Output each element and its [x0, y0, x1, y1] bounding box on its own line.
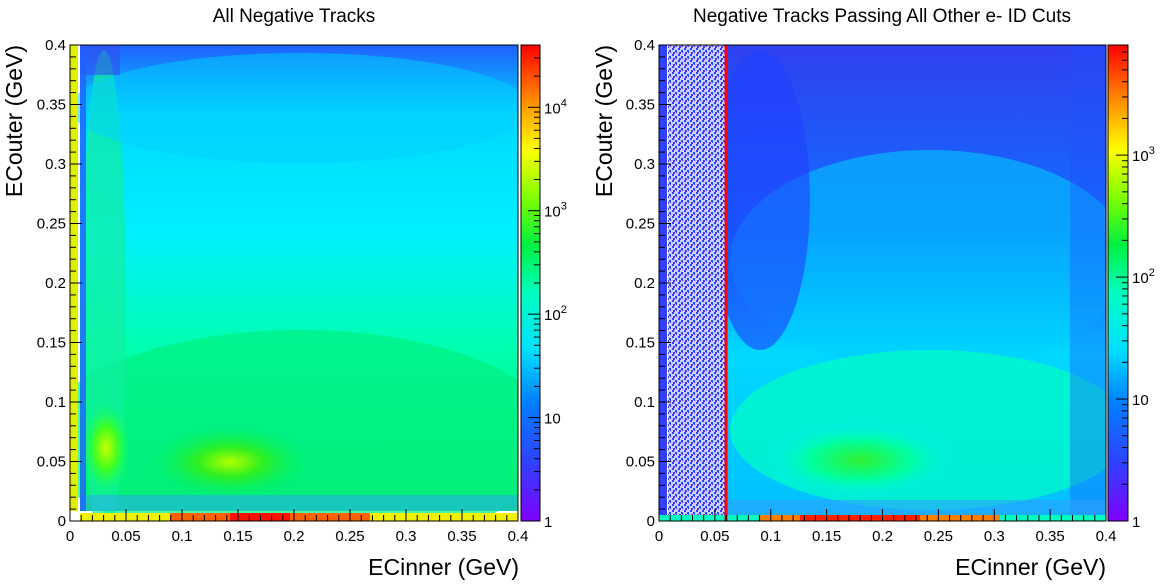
z-tick-label: 103 [1132, 145, 1155, 165]
y-tick-label: 0.1 [634, 394, 655, 411]
z-tick-label: 1 [544, 514, 552, 531]
x-tick-label: 0.3 [984, 528, 1005, 545]
chart-title-1: All Negative Tracks [213, 6, 376, 27]
chart-panel-1: All Negative Tracks 1 10 102 103 104 0 0.05 0.… [1, 6, 567, 580]
y-tick-label: 0 [58, 513, 66, 530]
y-tick-label: 0.3 [634, 156, 655, 173]
y-tick-label: 0.25 [37, 216, 66, 233]
z-tick-label: 102 [1132, 267, 1155, 287]
heatmap-area-2 [659, 45, 1106, 521]
yticks-1: 0 0.05 0.1 0.15 0.2 0.25 0.3 0.35 0.4 [37, 37, 82, 530]
y-tick-label: 0.2 [45, 275, 66, 292]
x-tick-label: 0 [655, 528, 663, 545]
heatmap-area-1 [70, 45, 518, 521]
z-tick-label: 103 [544, 201, 567, 221]
x-tick-label: 0.25 [924, 528, 953, 545]
x-tick-label: 0.1 [760, 528, 781, 545]
x-tick-label: 0.05 [111, 528, 140, 545]
y-tick-label: 0.35 [626, 97, 655, 114]
y-tick-label: 0.4 [45, 37, 66, 54]
xticks-1: 0 0.05 0.1 0.15 0.2 0.25 0.3 0.35 0.4 [66, 509, 529, 545]
x-tick-label: 0.1 [172, 528, 193, 545]
y-tick-label: 0.1 [45, 394, 66, 411]
y-axis-label-2: ECouter (GeV) [591, 45, 617, 197]
chart-title-2: Negative Tracks Passing All Other e- ID … [693, 6, 1071, 27]
y-tick-label: 0.15 [37, 335, 66, 352]
y-tick-label: 0.35 [37, 97, 66, 114]
y-tick-label: 0.05 [37, 454, 66, 471]
z-tick-label: 10 [1132, 392, 1149, 409]
x-tick-label: 0.4 [1096, 528, 1117, 545]
y-tick-label: 0.25 [626, 216, 655, 233]
y-tick-label: 0.3 [45, 156, 66, 173]
x-tick-label: 0.35 [447, 528, 476, 545]
z-tick-label: 102 [544, 304, 567, 324]
x-axis-label-1: ECinner (GeV) [368, 554, 519, 580]
chart-panel-2: Negative Tracks Passing All Other e- ID … [591, 6, 1155, 580]
y-tick-label: 0 [647, 513, 655, 530]
y-tick-label: 0.2 [634, 275, 655, 292]
y-tick-label: 0.05 [626, 454, 655, 471]
x-tick-label: 0.2 [872, 528, 893, 545]
x-tick-label: 0.25 [335, 528, 364, 545]
x-tick-label: 0.05 [700, 528, 729, 545]
zticks-1: 1 10 102 103 104 [528, 44, 567, 531]
z-tick-label: 10 [544, 411, 561, 428]
z-tick-label: 1 [1132, 514, 1140, 531]
x-tick-label: 0.2 [284, 528, 305, 545]
x-tick-label: 0.3 [396, 528, 417, 545]
x-tick-label: 0.35 [1036, 528, 1065, 545]
y-axis-label-1: ECouter (GeV) [1, 45, 27, 197]
x-tick-label: 0.15 [223, 528, 252, 545]
x-tick-label: 0.15 [812, 528, 841, 545]
y-tick-label: 0.15 [626, 335, 655, 352]
yticks-2: 0 0.05 0.1 0.15 0.2 0.25 0.3 0.35 0.4 [626, 37, 671, 530]
x-tick-label: 0 [66, 528, 74, 545]
x-axis-label-2: ECinner (GeV) [955, 554, 1106, 580]
z-tick-label: 104 [544, 97, 567, 117]
x-tick-label: 0.4 [508, 528, 529, 545]
xticks-2: 0 0.05 0.1 0.15 0.2 0.25 0.3 0.35 0.4 [655, 509, 1117, 545]
y-tick-label: 0.4 [634, 37, 655, 54]
